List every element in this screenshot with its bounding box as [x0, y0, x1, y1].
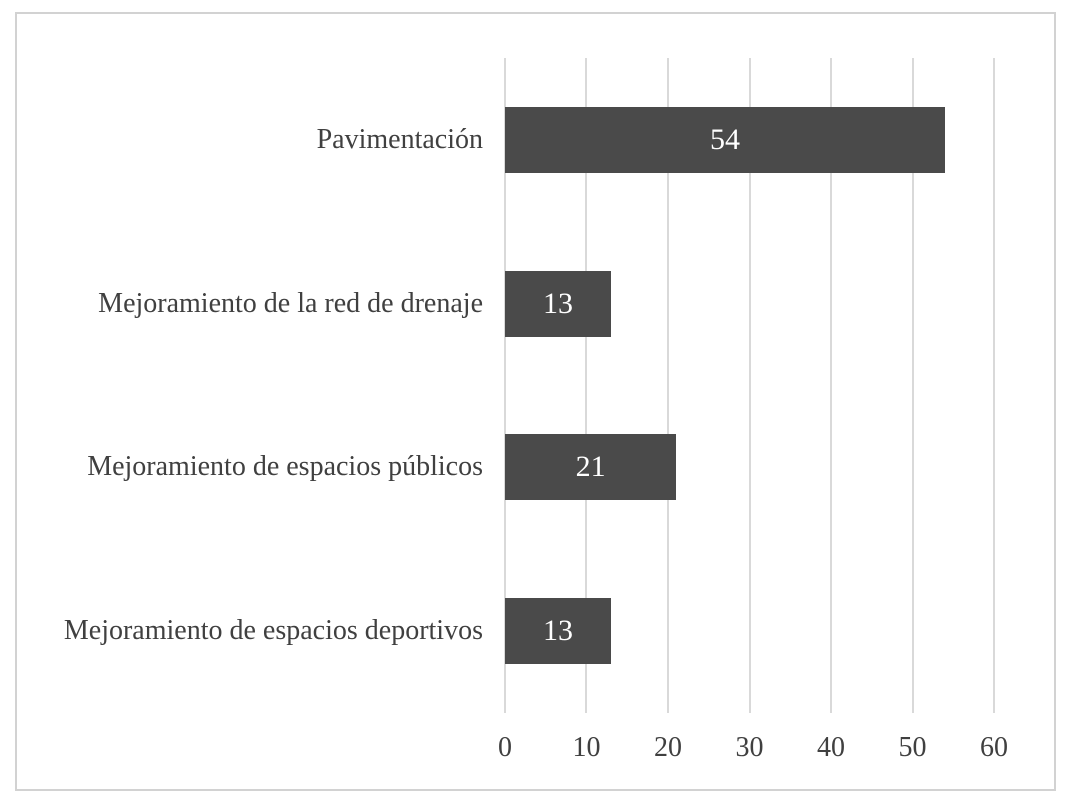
category-label: Mejoramiento de espacios públicos [87, 451, 483, 483]
gridline [585, 58, 588, 713]
bar-rows: Pavimentación 54 Mejoramiento de la red de… [17, 58, 994, 713]
category-label: Pavimentación [316, 123, 483, 155]
x-tick-label: 30 [735, 732, 764, 763]
bar-track: 13 [505, 270, 994, 337]
bar: 13 [505, 270, 611, 337]
x-tick-label: 20 [653, 732, 682, 763]
bar-row: Mejoramiento de espacios públicos 21 [17, 386, 994, 550]
bar-track: 54 [505, 106, 994, 173]
bar-value-label: 13 [542, 614, 573, 648]
bar: 21 [505, 434, 677, 501]
bar-value-label: 21 [575, 450, 606, 484]
x-tick-label: 60 [980, 732, 1008, 763]
bar-row: Pavimentación 54 [17, 58, 994, 222]
x-tick-label: 0 [498, 732, 512, 763]
chart-frame: Pavimentación 54 Mejoramiento de la red de… [15, 12, 1056, 791]
gridline [829, 58, 832, 713]
bar-track: 13 [505, 598, 994, 665]
x-axis: 0 10 20 30 40 50 60 [498, 728, 1008, 776]
category-label: Mejoramiento de la red de drenaje [98, 287, 483, 319]
x-tick-label: 40 [816, 732, 845, 763]
x-tick-label: 10 [572, 732, 601, 763]
bar: 13 [505, 598, 611, 665]
gridline [993, 58, 995, 713]
bar-value-label: 13 [542, 286, 573, 320]
x-tick-label: 50 [898, 732, 927, 763]
bar-row: Mejoramiento de la red de drenaje 13 [17, 222, 994, 386]
bar-track: 21 [505, 434, 994, 501]
gridline [748, 58, 751, 713]
gridline [911, 58, 914, 713]
gridline [504, 58, 506, 713]
bar: 54 [505, 106, 946, 173]
gridlines [504, 58, 995, 713]
gridline [666, 58, 669, 713]
bar-row: Mejoramiento de espacios deportivos 13 [17, 549, 994, 713]
category-label: Mejoramiento de espacios deportivos [63, 615, 483, 647]
bar-value-label: 54 [710, 122, 741, 156]
